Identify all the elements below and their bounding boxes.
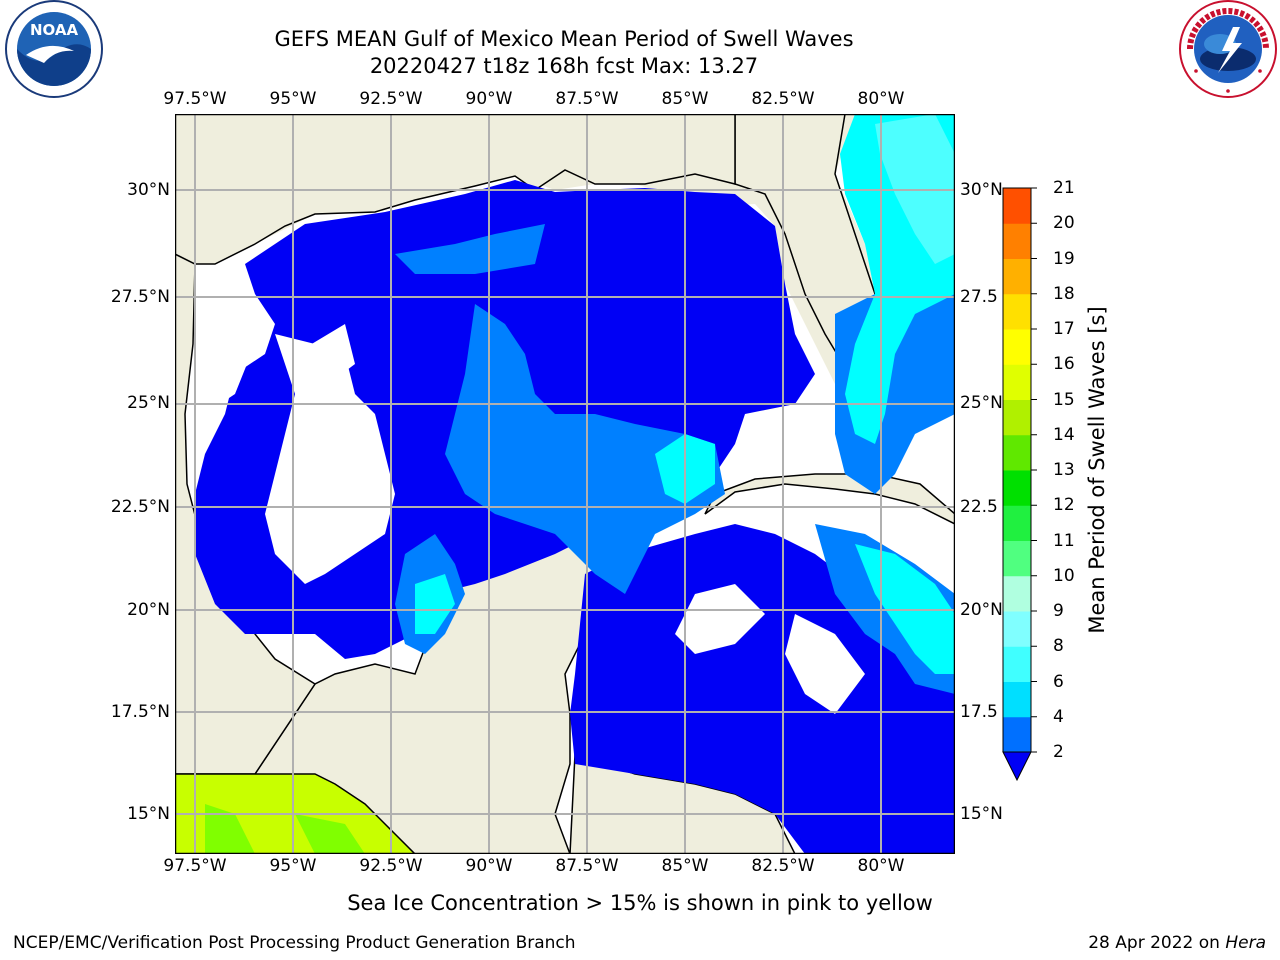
colorbar-tick-label: 15 <box>1053 389 1075 410</box>
colorbar-segment <box>1003 329 1031 365</box>
lon-label-bottom: 92.5°W <box>359 856 423 876</box>
colorbar <box>1002 187 1037 782</box>
colorbar-segment <box>1003 470 1031 506</box>
lat-label-left: 25°N <box>127 393 170 413</box>
colorbar-tick-label: 18 <box>1053 283 1075 304</box>
noaa-logo-text: NOAA <box>30 21 79 39</box>
lat-label-right: 20°N <box>960 600 1003 620</box>
noaa-logo: NOAA <box>5 0 103 98</box>
colorbar-segment <box>1003 540 1031 577</box>
lon-label-top: 82.5°W <box>751 89 815 109</box>
colorbar-title: Mean Period of Swell Waves [s] <box>1085 306 1109 634</box>
lon-label-top: 85°W <box>661 89 709 109</box>
cuba-land <box>704 473 955 525</box>
lon-label-bottom: 87.5°W <box>555 856 619 876</box>
colorbar-segment <box>1003 716 1031 753</box>
colorbar-tick-label: 14 <box>1053 424 1075 445</box>
credit-right: 28 Apr 2022 on Hera <box>1088 933 1266 953</box>
lon-label-bottom: 82.5°W <box>751 856 815 876</box>
colorbar-tick-label: 19 <box>1053 248 1075 269</box>
lat-label-right: 30°N <box>960 180 1003 200</box>
lon-label-bottom: 90°W <box>465 856 513 876</box>
lon-label-top: 97.5°W <box>163 89 227 109</box>
lat-label-right: 15°N <box>960 804 1003 824</box>
lat-label-right: 17.5 <box>960 702 998 722</box>
lat-label-left: 22.5°N <box>110 497 170 517</box>
colorbar-tick-label: 11 <box>1053 530 1075 551</box>
colorbar-tick-label: 20 <box>1053 213 1075 234</box>
swell-white-gaps <box>195 294 865 714</box>
lat-label-right: 27.5 <box>960 287 998 307</box>
colorbar-segment <box>1003 258 1031 295</box>
colorbar-tick-label: 12 <box>1053 495 1075 516</box>
colorbar-segment <box>1003 399 1031 436</box>
colorbar-tick-label: 13 <box>1053 460 1075 480</box>
lon-label-top: 90°W <box>465 89 513 109</box>
chart-title: GEFS MEAN Gulf of Mexico Mean Period of … <box>274 27 854 51</box>
gulf-of-mexico-map <box>175 114 955 854</box>
lon-label-top: 87.5°W <box>555 89 619 109</box>
sea-ice-note: Sea Ice Concentration > 15% is shown in … <box>347 891 933 915</box>
colorbar-tick-label: 9 <box>1053 601 1064 621</box>
colorbar-segment <box>1003 364 1031 400</box>
lon-label-bottom: 85°W <box>661 856 709 876</box>
colorbar-segment <box>1003 434 1031 471</box>
lon-label-bottom: 97.5°W <box>163 856 227 876</box>
credit-left: NCEP/EMC/Verification Post Processing Pr… <box>13 933 576 953</box>
map-gridlines <box>175 114 955 854</box>
lat-label-right: 25°N <box>960 393 1003 413</box>
colorbar-segment <box>1003 575 1031 612</box>
nws-logo <box>1179 0 1277 98</box>
colorbar-tick-label: 2 <box>1053 742 1064 762</box>
colorbar-tick-label: 10 <box>1053 565 1075 586</box>
credit-date: 28 Apr 2022 on <box>1088 933 1226 953</box>
colorbar-tick-label: 6 <box>1053 671 1064 692</box>
colorbar-tick-label: 4 <box>1053 706 1064 727</box>
lon-label-bottom: 95°W <box>269 856 317 876</box>
lon-label-top: 95°W <box>269 89 317 109</box>
chart-subtitle: 20220427 t18z 168h fcst Max: 13.27 <box>369 54 759 78</box>
colorbar-segment <box>1003 611 1031 647</box>
lat-label-left: 17.5°N <box>110 702 170 722</box>
colorbar-segment <box>1003 293 1031 330</box>
colorbar-segment <box>1003 505 1031 541</box>
colorbar-segment <box>1003 646 1031 682</box>
colorbar-segment <box>1003 188 1031 224</box>
lat-label-left: 15°N <box>127 804 170 824</box>
colorbar-extend-arrow <box>1002 751 1032 782</box>
lon-label-bottom: 80°W <box>857 856 905 876</box>
colorbar-tick-label: 21 <box>1053 178 1075 198</box>
colorbar-tick-label: 17 <box>1053 319 1075 339</box>
lat-label-left: 30°N <box>127 180 170 200</box>
colorbar-tick-label: 8 <box>1053 636 1064 657</box>
credit-host: Hera <box>1225 933 1266 953</box>
lat-label-left: 20°N <box>127 600 170 620</box>
lon-label-top: 92.5°W <box>359 89 423 109</box>
lat-label-right: 22.5 <box>960 497 998 517</box>
lon-label-top: 80°W <box>857 89 905 109</box>
colorbar-segment <box>1003 223 1031 259</box>
colorbar-segment <box>1003 681 1031 718</box>
lat-label-left: 27.5°N <box>110 287 170 307</box>
colorbar-tick-label: 16 <box>1053 354 1075 375</box>
